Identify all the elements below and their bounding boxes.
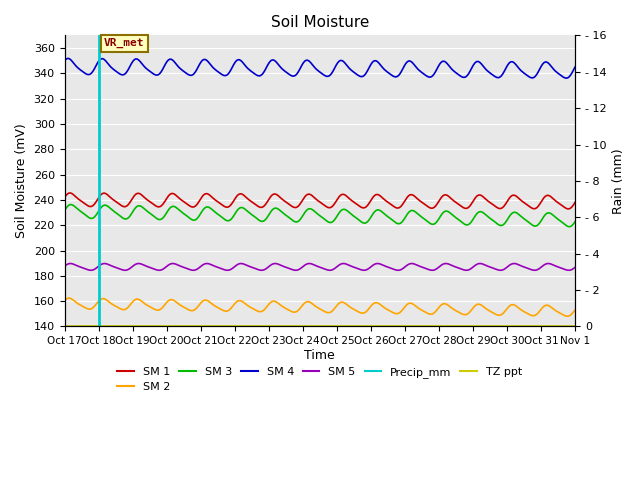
SM 1 <box>67 190 74 196</box>
SM 3 <box>125 215 132 220</box>
Text: VR_met: VR_met <box>104 38 145 48</box>
SM 2 <box>285 308 293 313</box>
SM 5 <box>572 264 579 270</box>
SM 5 <box>285 265 293 271</box>
SM 1 <box>61 195 68 201</box>
SM 5 <box>231 264 239 269</box>
Line: SM 1: SM 1 <box>65 193 575 209</box>
SM 5 <box>240 261 248 267</box>
SM 2 <box>240 300 248 305</box>
SM 4 <box>63 56 71 61</box>
SM 4 <box>240 61 248 67</box>
SM 2 <box>125 304 132 310</box>
SM 1 <box>214 199 222 205</box>
SM 3 <box>61 207 68 213</box>
Y-axis label: Rain (mm): Rain (mm) <box>612 148 625 214</box>
SM 1 <box>231 195 239 201</box>
TZ ppt <box>543 324 550 329</box>
SM 5 <box>544 261 552 266</box>
SM 4 <box>61 58 68 64</box>
TZ ppt <box>284 324 292 329</box>
Line: SM 4: SM 4 <box>65 59 575 78</box>
SM 4 <box>214 69 222 75</box>
SM 1 <box>572 200 579 205</box>
SM 3 <box>67 202 74 207</box>
SM 3 <box>231 211 239 216</box>
SM 3 <box>572 219 579 225</box>
Line: SM 5: SM 5 <box>65 264 575 270</box>
SM 4 <box>563 75 570 81</box>
SM 3 <box>566 224 573 229</box>
TZ ppt <box>213 324 221 329</box>
SM 2 <box>214 305 222 311</box>
SM 5 <box>61 264 68 269</box>
SM 3 <box>285 215 293 221</box>
Line: SM 2: SM 2 <box>65 298 575 316</box>
Legend: SM 1, SM 2, SM 3, SM 4, SM 5, Precip_mm, TZ ppt: SM 1, SM 2, SM 3, SM 4, SM 5, Precip_mm,… <box>113 362 527 396</box>
SM 3 <box>214 212 222 217</box>
SM 3 <box>544 210 552 216</box>
SM 5 <box>546 261 554 266</box>
SM 1 <box>564 206 572 212</box>
SM 2 <box>572 307 579 313</box>
SM 3 <box>240 205 248 211</box>
SM 1 <box>544 192 552 198</box>
Line: SM 3: SM 3 <box>65 204 575 227</box>
TZ ppt <box>572 324 579 329</box>
SM 2 <box>61 298 68 303</box>
SM 1 <box>285 202 293 207</box>
SM 4 <box>544 60 552 66</box>
TZ ppt <box>124 324 131 329</box>
SM 5 <box>125 266 132 272</box>
X-axis label: Time: Time <box>305 349 335 362</box>
SM 4 <box>572 64 579 70</box>
SM 2 <box>564 313 572 319</box>
SM 5 <box>214 264 222 270</box>
TZ ppt <box>230 324 237 329</box>
SM 4 <box>231 59 239 65</box>
TZ ppt <box>61 324 68 329</box>
SM 2 <box>65 295 72 301</box>
TZ ppt <box>239 324 246 329</box>
SM 2 <box>231 300 239 306</box>
Y-axis label: Soil Moisture (mV): Soil Moisture (mV) <box>15 123 28 238</box>
Title: Soil Moisture: Soil Moisture <box>271 15 369 30</box>
SM 1 <box>240 192 248 198</box>
SM 4 <box>285 72 293 77</box>
SM 5 <box>88 267 95 273</box>
SM 4 <box>125 66 132 72</box>
SM 2 <box>544 302 552 308</box>
SM 1 <box>125 202 132 207</box>
